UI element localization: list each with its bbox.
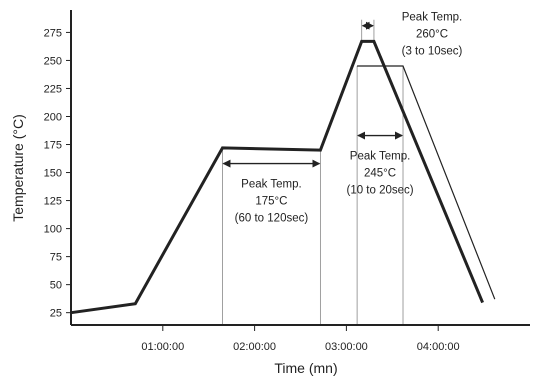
axes: 25 50 75 100 125 150 175 200 225 250 275 01:00:00 02…: [44, 10, 530, 353]
annotations: Peak Temp. 175°C (60 to 120sec) Peak Temp. 2…: [222, 12, 463, 225]
annotation-text: (10 to 20sec): [346, 185, 413, 197]
y-tick-label: 50: [50, 280, 62, 292]
x-axis-title: Time (mn): [274, 360, 337, 376]
y-tick-label: 75: [50, 252, 62, 264]
y-tick-label: 125: [44, 196, 62, 208]
annotation-text: 245°C: [364, 168, 396, 180]
y-tick-label: 100: [44, 224, 62, 236]
series-layer: [70, 39, 496, 315]
annotation-text: 175°C: [255, 196, 287, 208]
x-tick-label: 01:00:00: [141, 341, 184, 353]
y-tick-label: 200: [44, 111, 62, 123]
x-tick-label: 04:00:00: [417, 341, 460, 353]
annotation-text: 260°C: [416, 29, 448, 41]
series-line-2: [357, 65, 496, 300]
annotation-text: Peak Temp.: [241, 179, 302, 191]
annotation-text: (3 to 10sec): [402, 46, 463, 58]
series-line-1: [70, 39, 484, 315]
y-tick-label: 225: [44, 83, 62, 95]
annotation-text: Peak Temp.: [402, 12, 463, 24]
y-tick-label: 275: [44, 27, 62, 39]
annotation-text: Peak Temp.: [350, 151, 411, 163]
annotation-text: (60 to 120sec): [235, 213, 309, 225]
y-tick-label: 25: [50, 308, 62, 320]
y-tick-label: 150: [44, 168, 62, 180]
y-tick-label: 250: [44, 55, 62, 67]
x-tick-label: 03:00:00: [325, 341, 368, 353]
y-axis-title: Temperature (°C): [10, 114, 26, 222]
y-tick-label: 175: [44, 140, 62, 152]
x-tick-label: 02:00:00: [233, 341, 276, 353]
